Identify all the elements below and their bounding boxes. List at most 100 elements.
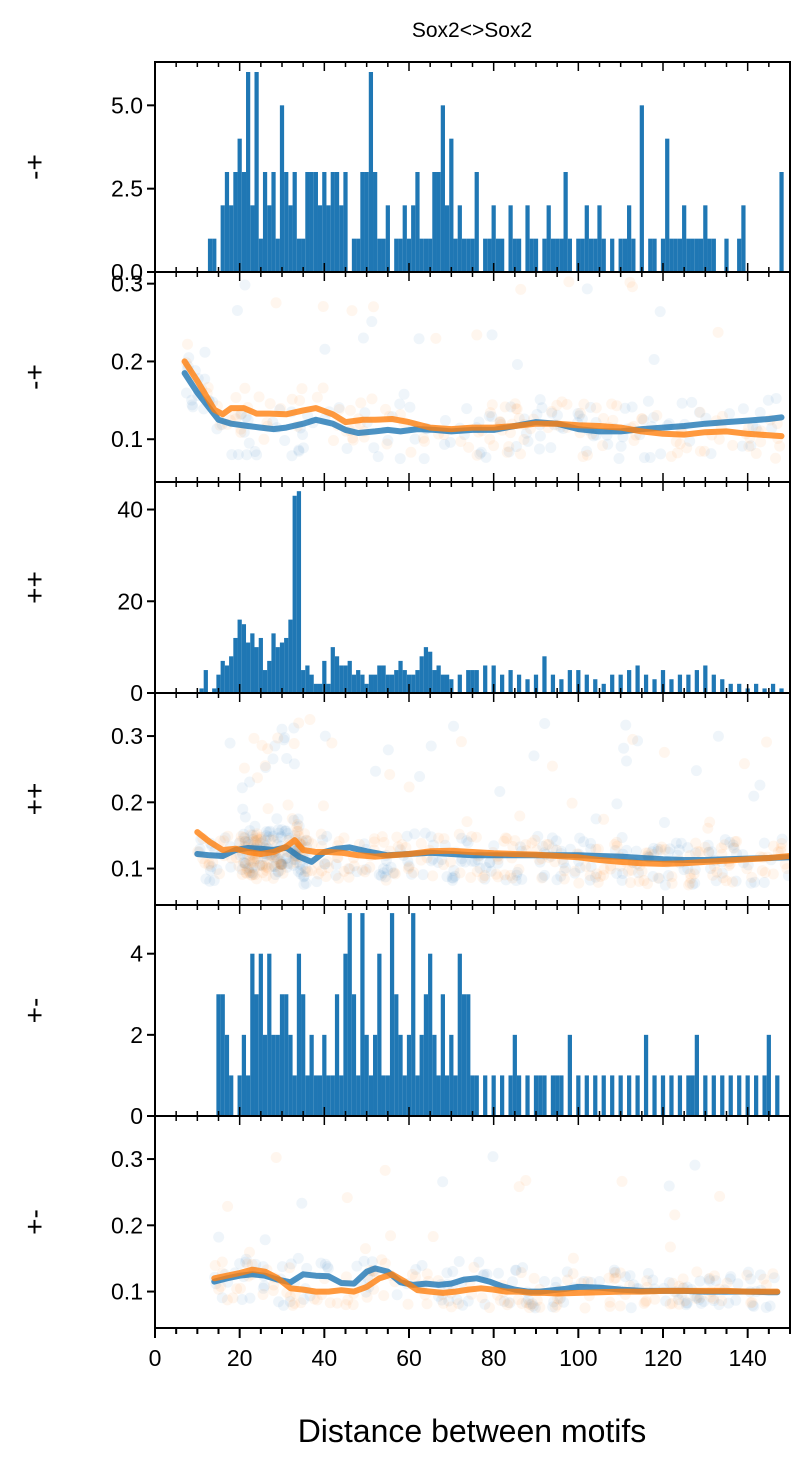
scatter-point [400,841,412,853]
bar [428,238,433,272]
bar [271,1034,276,1116]
scatter-point [513,412,525,424]
bar [347,660,352,693]
scatter-point [338,832,350,844]
scatter-point [574,832,586,844]
scatter-point [782,870,790,882]
bar [635,1075,640,1116]
bar [711,674,716,693]
scatter-point [632,735,644,747]
scatter-point [658,746,670,758]
scatter-point [244,776,256,788]
scatter-point [284,1262,296,1274]
bar [233,637,238,693]
bar [262,670,268,693]
y-tick-label: 5.0 [111,92,143,118]
scatter-point [279,732,291,744]
bar [423,647,429,693]
scatter-point [211,864,223,876]
scatter-point [654,306,666,318]
panel-4: 0.1 0.2 0.3 ++ [19,692,791,906]
bar [432,172,437,272]
scatter-point [758,1273,770,1285]
bar [296,238,302,272]
scatter-point [321,830,333,842]
scatter-point [448,720,460,732]
scatter-point [768,1272,780,1284]
scatter-point [690,765,702,777]
scatter-point [270,1152,282,1164]
bar [686,1075,691,1116]
bar [288,619,293,693]
bar [610,1075,615,1116]
scatter-point [311,1294,323,1306]
scatter-point [317,300,329,312]
scatter-point [268,860,280,872]
scatter-point [686,396,698,408]
scatter-point [255,831,267,843]
scatter-point [246,856,258,868]
scatter-point [425,740,437,752]
scatter-point [494,786,506,798]
scatter-point [562,1274,574,1286]
scatter-point [500,874,512,886]
bar [444,1075,450,1116]
scatter-point [724,836,736,848]
scatter-point [483,410,495,422]
bar [406,1034,412,1116]
bar [584,1075,589,1116]
scatter-point [532,830,544,842]
scatter-point [730,1294,742,1306]
scatter-point [523,1298,535,1310]
bar [593,238,598,272]
scatter-point [516,1297,528,1309]
scatter-point [680,1299,692,1311]
scatter-point [267,830,279,842]
scatter-point [296,1197,308,1209]
x-axis-label: Distance between motifs [298,1413,647,1449]
bar [495,238,501,272]
scatter-point [492,1267,504,1279]
scatter-point [545,442,557,454]
scatter-point [347,434,359,446]
scatter-point [199,857,211,869]
scatter-point [213,868,225,880]
scatter-point [746,1296,758,1308]
scatter-point [378,836,390,848]
scatter-point [295,868,307,880]
scatter-point [285,1258,297,1270]
bar [381,665,386,693]
scatter-point [732,1278,744,1290]
bar [690,1075,695,1116]
scatter-point [503,1297,515,1309]
bar [677,1075,683,1116]
bar [567,670,572,693]
bar [356,1075,361,1116]
scatter-point [517,1262,529,1274]
scatter-point [670,837,682,849]
bars [199,491,784,693]
scatter-point [416,1260,428,1272]
scatter-point [504,869,516,881]
scatter-point [730,875,742,887]
scatter-point [569,865,581,877]
bar [271,633,276,693]
bar [326,205,331,272]
scatter-point [338,865,350,877]
scatter-point [236,863,248,875]
bar [610,238,615,272]
scatter-point [238,857,250,869]
scatter-point [608,1267,620,1279]
scatter-point [578,398,590,410]
scatter-point [246,862,258,874]
scatter-point [297,860,309,872]
scatter-point [611,840,623,852]
scatter-point [291,821,303,833]
bar [533,1075,539,1116]
scatter-point [485,865,497,877]
bar [698,238,704,272]
scatter-point [448,864,460,876]
scatter-point [526,1298,538,1310]
scatter-point [203,857,215,869]
scatter-point [526,837,538,849]
